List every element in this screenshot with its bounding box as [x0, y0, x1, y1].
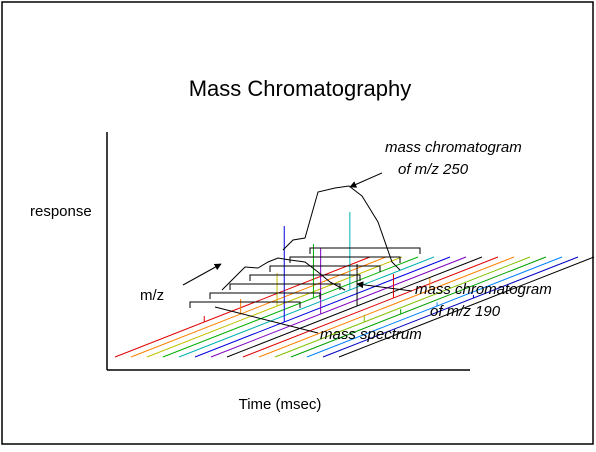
trace-line [242, 256, 499, 358]
spectrum-baseline [249, 274, 361, 281]
annotation: mass chromatogram [385, 139, 522, 156]
spectrum-baseline [189, 301, 301, 308]
annotation-arrow [349, 172, 383, 188]
slide-border [1, 1, 594, 445]
trace-line [258, 256, 515, 358]
annotation-line [214, 306, 319, 334]
spectrum-baseline [269, 265, 381, 272]
trace-line [130, 256, 387, 358]
trace-line [226, 256, 483, 358]
annotation: mass spectrum [320, 326, 422, 343]
trace-line [338, 256, 595, 358]
annotation: mass chromatogram [415, 281, 552, 298]
trace-line [210, 256, 467, 358]
trace-line [162, 256, 419, 358]
trace-line [306, 256, 563, 358]
x-label: Time (msec) [239, 396, 322, 413]
trace-line [322, 256, 579, 358]
trace-line [290, 256, 547, 358]
spectrum-baseline [309, 247, 421, 254]
chromatogram-250 [282, 185, 401, 271]
annotation: of m/z 250 [398, 161, 469, 178]
diagram [114, 185, 595, 358]
trace-line [274, 256, 531, 358]
trace-line [114, 256, 371, 358]
annotation: of m/z 190 [430, 303, 501, 320]
trace-line [178, 256, 435, 358]
title: Mass Chromatography [189, 76, 412, 101]
chromatogram-190 [221, 257, 346, 291]
depth-arrow [182, 263, 222, 286]
depth-label: m/z [140, 287, 164, 304]
spectrum-baseline [209, 292, 321, 299]
annotation-arrow [356, 281, 413, 292]
trace-line [194, 256, 451, 358]
y-label: response [30, 203, 92, 220]
trace-line [146, 256, 403, 358]
